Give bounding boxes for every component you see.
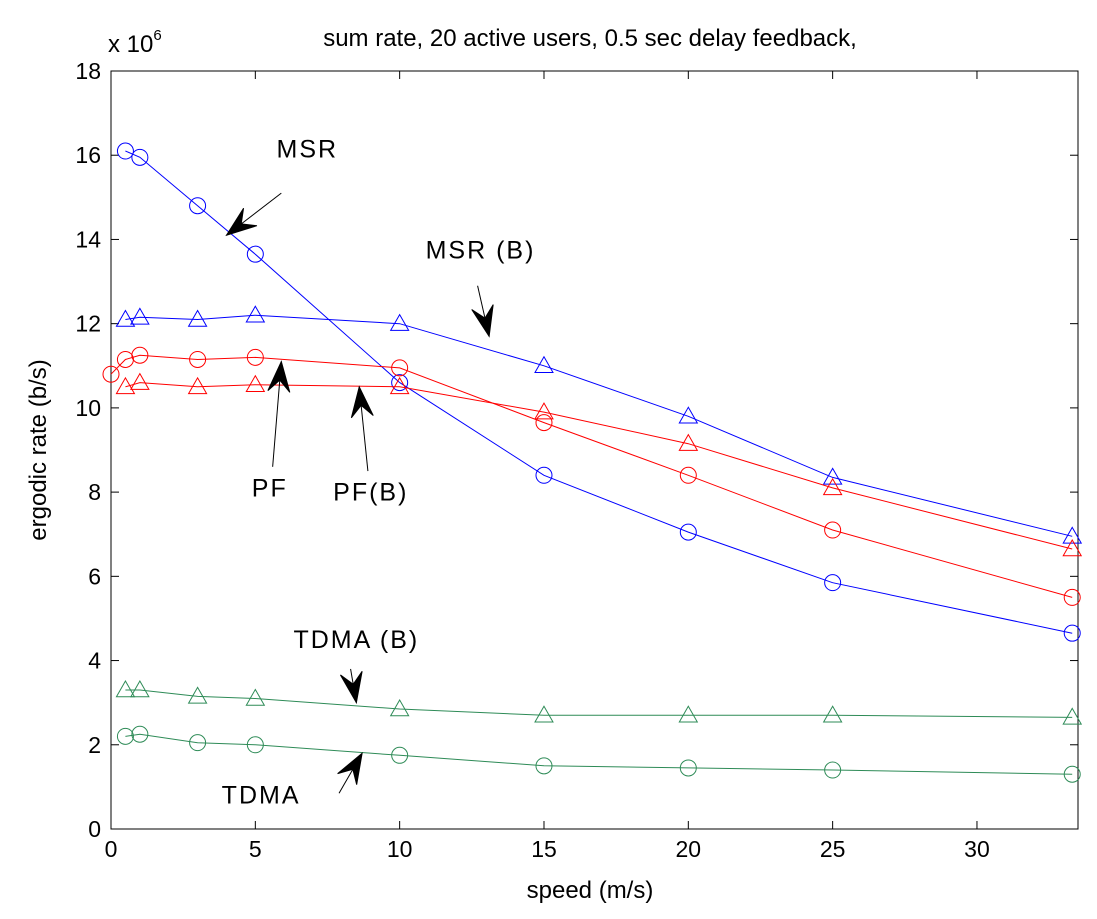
data-point-msr xyxy=(116,142,134,160)
y-tick-label: 8 xyxy=(88,479,101,505)
data-point-msr-b xyxy=(822,467,843,485)
y-tick-label: 2 xyxy=(88,732,101,758)
data-point-msr-b xyxy=(534,355,554,374)
data-point-msr-b xyxy=(130,307,150,325)
y-multiplier-exponent: 6 xyxy=(153,27,161,44)
annotation-label-tdma: TDMA xyxy=(222,782,301,810)
x-tick-label: 10 xyxy=(387,836,413,862)
data-point-tdma-b xyxy=(245,688,266,706)
data-point-msr xyxy=(189,197,207,215)
data-point-tdma-b xyxy=(822,705,843,723)
axes-box xyxy=(110,70,1079,830)
series-line-msr xyxy=(125,150,1073,634)
data-point-tdma xyxy=(246,736,264,754)
annotation-label-pf-b: PF(B) xyxy=(333,479,408,507)
y-multiplier-base: x 10 xyxy=(108,31,153,58)
data-point-msr-b xyxy=(389,313,410,331)
data-point-msr xyxy=(131,148,149,166)
series-line-msr-b xyxy=(125,314,1073,537)
data-point-msr xyxy=(824,574,842,592)
data-point-pf xyxy=(246,348,264,366)
data-point-tdma xyxy=(1063,765,1081,783)
y-tick-label: 4 xyxy=(88,648,101,674)
data-point-tdma-b xyxy=(115,680,136,698)
data-point-tdma-b xyxy=(1062,707,1083,725)
annotation-arrowhead xyxy=(267,360,291,393)
data-point-tdma xyxy=(116,727,134,745)
annotation-label-msr: MSR xyxy=(277,135,339,163)
data-point-tdma xyxy=(189,734,207,752)
data-point-tdma xyxy=(535,757,553,775)
series-line-tdma xyxy=(125,733,1073,775)
data-point-msr xyxy=(1063,624,1081,642)
annotation-label-msr-b: MSR (B) xyxy=(426,236,536,264)
data-point-pf xyxy=(535,414,553,432)
x-axis-label: speed (m/s) xyxy=(527,877,654,904)
annotation-arrowhead xyxy=(350,385,374,419)
chart-title: sum rate, 20 active users, 0.5 sec delay… xyxy=(323,25,857,52)
y-tick-label: 0 xyxy=(88,816,101,842)
data-point-msr xyxy=(679,523,697,541)
data-point-msr-b xyxy=(1062,526,1083,544)
y-tick-label: 6 xyxy=(88,563,101,589)
data-point-msr-b xyxy=(245,305,266,323)
data-point-tdma xyxy=(391,746,409,764)
data-point-tdma xyxy=(824,761,842,779)
data-point-pf xyxy=(131,346,149,364)
y-tick-label: 12 xyxy=(75,311,101,337)
data-point-tdma xyxy=(131,725,149,743)
plot-area: 0 5 10 15 20 25 30 0 2 4 6 8 10 12 14 16 18 MSR MSR (B) PF P… xyxy=(75,58,1083,862)
y-tick-label: 14 xyxy=(75,226,101,252)
data-point-msr xyxy=(246,245,264,263)
data-point-pf xyxy=(189,350,207,368)
data-point-pf xyxy=(1063,588,1081,606)
data-point-pf-b xyxy=(822,477,843,496)
data-point-pf xyxy=(391,359,409,377)
y-tick-label: 10 xyxy=(75,395,101,421)
data-point-pf xyxy=(824,521,842,539)
data-point-pf-b xyxy=(389,376,410,395)
y-tick-label: 16 xyxy=(75,142,101,168)
x-tick-label: 25 xyxy=(820,836,846,862)
annotation-arrowhead xyxy=(225,207,258,237)
data-point-pf-b xyxy=(1062,538,1083,557)
series-line-tdma-b xyxy=(125,689,1073,718)
annotation-arrowhead xyxy=(340,670,363,705)
data-point-tdma-b xyxy=(187,686,208,704)
x-tick-label: 5 xyxy=(249,836,262,862)
data-point-pf-b xyxy=(115,376,136,395)
data-point-msr xyxy=(391,374,409,392)
y-tick-label: 18 xyxy=(75,58,101,84)
annotation-label-tdma-b: TDMA (B) xyxy=(293,626,419,654)
data-point-tdma-b xyxy=(389,698,410,717)
data-point-pf-b xyxy=(130,372,150,390)
data-point-pf-b xyxy=(245,374,266,392)
data-point-pf-b xyxy=(678,433,699,451)
data-point-msr-b xyxy=(678,406,699,424)
data-point-msr xyxy=(535,466,553,484)
data-point-tdma-b xyxy=(678,705,699,723)
x-tick-label: 30 xyxy=(964,836,990,862)
data-point-tdma-b xyxy=(130,680,150,698)
data-point-tdma xyxy=(679,759,697,777)
data-point-tdma-b xyxy=(534,705,554,723)
annotation-arrowhead xyxy=(337,751,363,785)
annotation-label-pf: PF xyxy=(252,474,288,502)
data-point-pf xyxy=(679,466,697,484)
annotation-arrowhead xyxy=(471,304,494,338)
data-point-msr-b xyxy=(115,309,136,327)
y-axis-label: ergodic rate (b/s) xyxy=(25,359,52,540)
data-point-pf-b xyxy=(534,402,554,420)
data-point-pf-b xyxy=(187,376,208,395)
x-tick-label: 20 xyxy=(676,836,702,862)
data-point-pf xyxy=(102,365,120,383)
x-tick-label: 15 xyxy=(531,836,557,862)
x-tick-label: 0 xyxy=(105,836,118,862)
data-point-msr-b xyxy=(187,309,208,327)
y-multiplier: x 106 xyxy=(108,27,162,58)
series-line-pf-b xyxy=(125,382,1073,550)
